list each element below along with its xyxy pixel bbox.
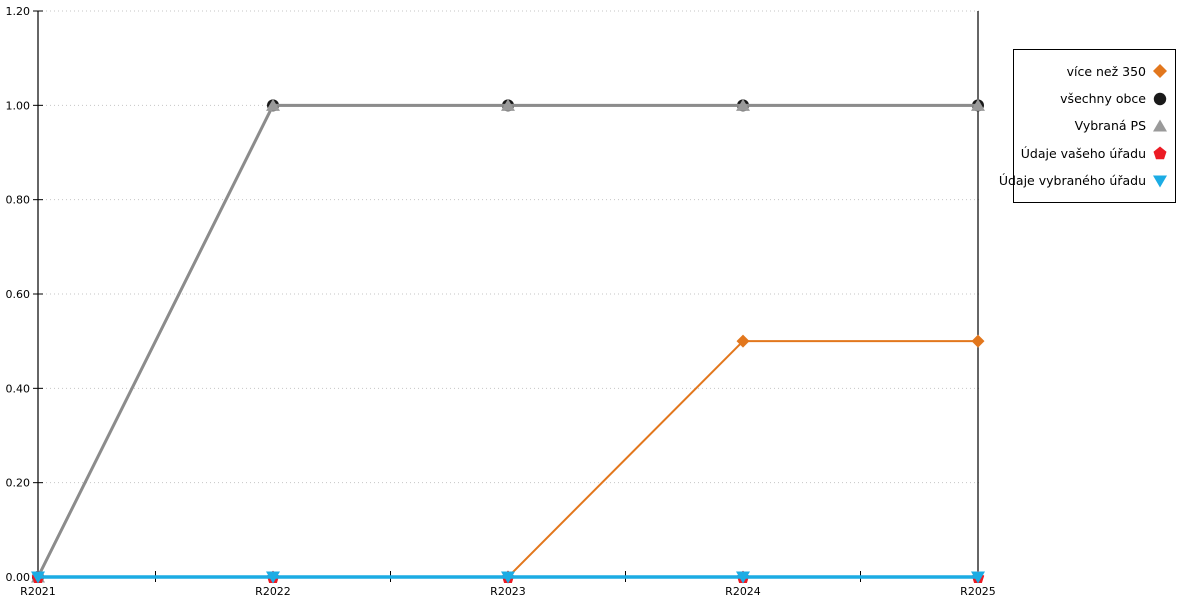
- y-tick-label: 0.20: [6, 477, 31, 490]
- pentagon-legend-icon: [1153, 146, 1167, 160]
- data-point-marker-diamond: [971, 334, 985, 348]
- gridlines: 0.00 0.20 0.40 0.60 0.80 1.00 1.20: [6, 5, 981, 584]
- data-point-marker-triangle-down: [266, 571, 280, 584]
- legend-item-5: Údaje vybraného úřadu: [999, 173, 1175, 189]
- legend-label: více než 350: [1066, 63, 1146, 79]
- y-tick-label: 1.00: [6, 99, 31, 112]
- data-point-marker-triangle-down: [736, 571, 750, 584]
- series-5: [31, 571, 985, 584]
- legend-label: všechny obce: [1060, 91, 1146, 107]
- legend-item-2: všechny obce: [1014, 91, 1175, 107]
- y-tick-label: 1.20: [6, 5, 31, 18]
- y-tick-label: 0.80: [6, 194, 31, 207]
- legend-label: Údaje vybraného úřadu: [998, 173, 1146, 189]
- data-point-marker-triangle-up: [971, 98, 985, 111]
- x-tick-label: R2025: [960, 585, 996, 598]
- data-point-marker-triangle-up: [736, 98, 750, 111]
- triangle-up-legend-icon: [1153, 119, 1167, 132]
- legend: více než 350 všechny obce Vybraná PS Údaje …: [999, 49, 1176, 203]
- y-tick-label: 0.40: [6, 382, 31, 395]
- legend-marker: [1153, 146, 1167, 160]
- legend-marker: [1153, 119, 1167, 132]
- x-tick-label: R2021: [20, 585, 56, 598]
- data-point-marker-triangle-down: [501, 571, 515, 584]
- data-point-marker-triangle-up: [501, 98, 515, 111]
- y-tick-label: 0.60: [6, 288, 31, 301]
- legend-marker: [1153, 92, 1167, 105]
- x-ticks: R2021 R2022 R2023 R2024 R2025: [20, 571, 996, 598]
- data-point-marker-triangle-up: [266, 98, 280, 111]
- data-point-marker-triangle-down: [971, 571, 985, 584]
- legend-label: Vybraná PS: [1074, 118, 1146, 134]
- x-tick-label: R2022: [255, 585, 291, 598]
- y-tick-label: 0.00: [6, 571, 31, 584]
- series-1: [501, 334, 985, 584]
- triangle-down-legend-icon: [1153, 175, 1167, 188]
- legend-item-4: Údaje vašeho úřadu: [1014, 145, 1175, 161]
- circle-legend-icon: [1153, 92, 1167, 105]
- data-point-marker-diamond: [736, 334, 750, 348]
- x-tick-label: R2024: [725, 585, 761, 598]
- diamond-legend-icon: [1153, 64, 1167, 79]
- series-line: [507, 340, 978, 578]
- legend-label: Údaje vašeho úřadu: [1020, 145, 1146, 161]
- legend-marker: [1153, 64, 1167, 79]
- legend-item-3: Vybraná PS: [1014, 118, 1175, 134]
- legend-marker: [1153, 175, 1167, 188]
- data-point-marker-triangle-down: [31, 571, 45, 584]
- x-tick-label: R2023: [490, 585, 526, 598]
- legend-item-1: více než 350: [1014, 63, 1175, 79]
